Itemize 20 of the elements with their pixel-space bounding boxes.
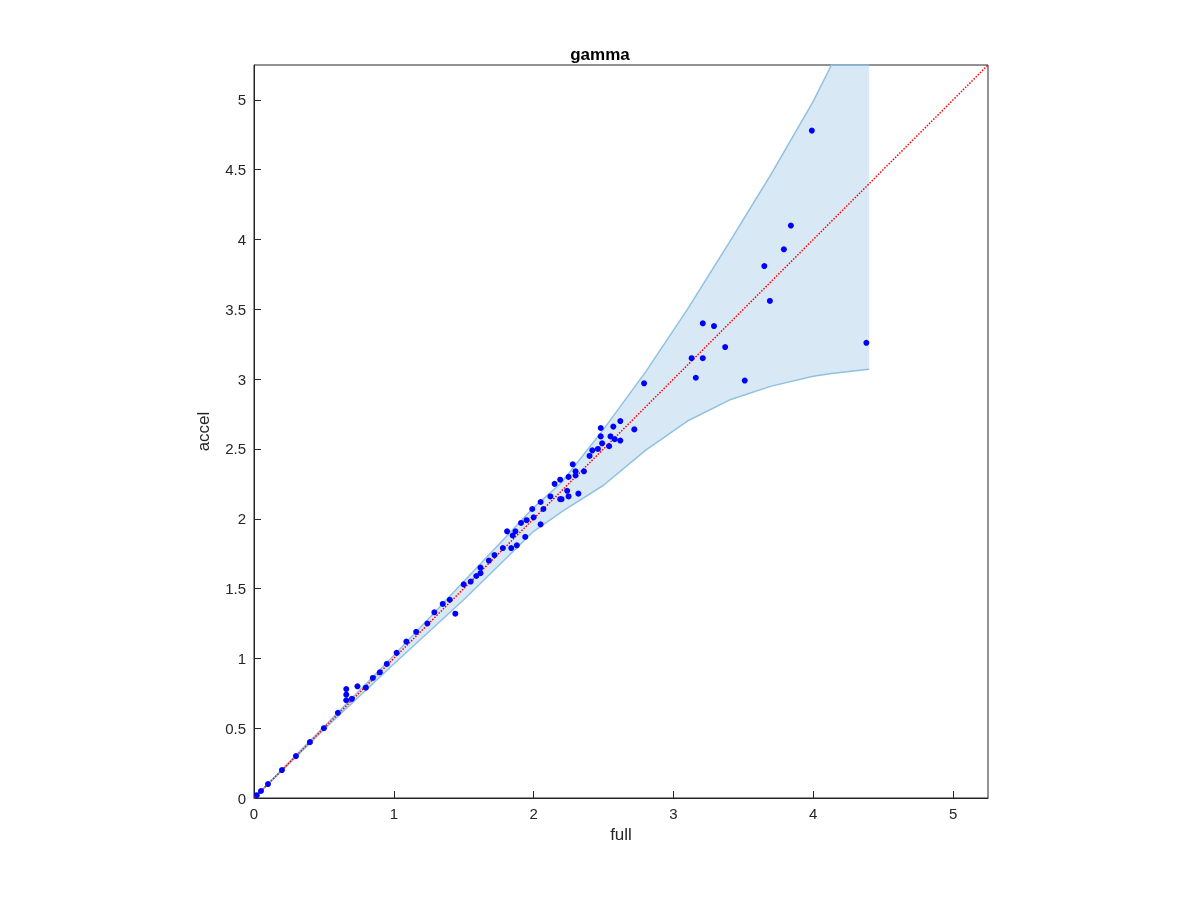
y-tick-label: 2.5 [225, 440, 246, 458]
y-tick-label: 1.5 [225, 580, 246, 598]
y-tick-label: 0 [237, 789, 246, 807]
x-axis-title: full [610, 824, 632, 844]
y-axis-title: accel [194, 411, 213, 452]
y-tick-label: 4.5 [225, 161, 246, 179]
y-tick-label: 3 [237, 370, 246, 388]
x-tick-label: 1 [389, 805, 398, 822]
x-tick-label: 5 [948, 805, 958, 822]
y-tick-label: 1 [237, 649, 246, 667]
y-tick-label: 2 [237, 510, 246, 528]
y-tick-label: 0.5 [225, 719, 246, 737]
chart-title: gamma [570, 45, 631, 64]
y-tick-label: 5 [237, 91, 246, 109]
x-tick-label: 4 [809, 805, 818, 822]
y-tick-label: 4 [237, 231, 246, 249]
x-tick-label: 3 [669, 805, 678, 822]
x-tick-label: 0 [249, 805, 259, 822]
y-tick-label: 3.5 [225, 300, 246, 318]
x-tick-label: 2 [529, 805, 538, 822]
